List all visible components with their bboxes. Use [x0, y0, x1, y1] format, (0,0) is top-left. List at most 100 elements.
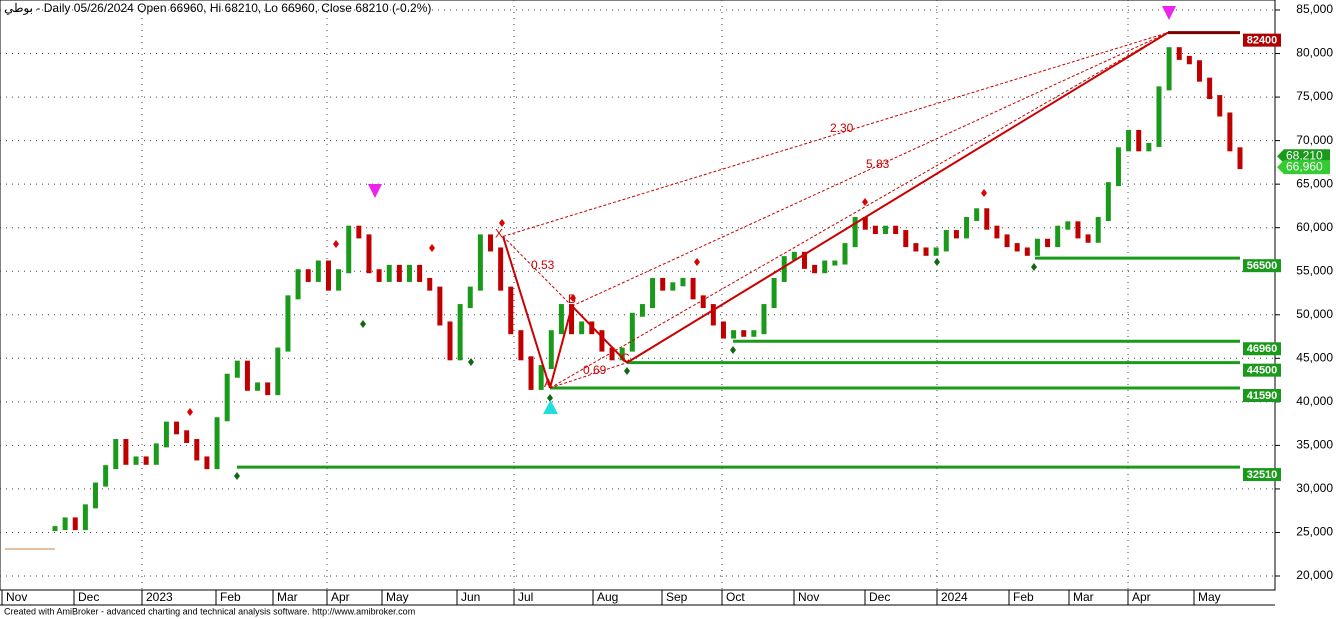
candle [569, 304, 575, 335]
candle [650, 277, 656, 309]
peak-marker [981, 189, 987, 197]
candle [52, 526, 58, 532]
candle [1095, 216, 1101, 243]
candle [639, 304, 645, 317]
candle [761, 304, 767, 335]
candle [1227, 112, 1233, 152]
x-tick-label: Nov [6, 590, 27, 604]
candle [386, 264, 392, 282]
candle [123, 439, 129, 465]
candle [457, 304, 463, 361]
candle [467, 286, 473, 309]
candle [1085, 234, 1091, 243]
candle [72, 517, 78, 531]
candle [943, 230, 949, 252]
pattern-line [549, 305, 573, 389]
pattern-label: X [495, 227, 503, 241]
candle [234, 360, 240, 378]
y-tick-label: 45,000 [1296, 350, 1333, 364]
candle [93, 482, 99, 509]
candle [842, 243, 848, 265]
trough-marker [624, 367, 630, 375]
pattern-label: C [621, 351, 630, 365]
candle [1014, 243, 1020, 252]
ratio-label: 2.30 [830, 121, 854, 135]
candle [163, 421, 169, 448]
x-tick-label: Feb [1013, 590, 1034, 604]
peak-marker [570, 294, 576, 302]
candle [417, 264, 423, 282]
candle [153, 443, 159, 465]
y-tick-label: 50,000 [1296, 307, 1333, 321]
x-tick-label: Dec [869, 590, 890, 604]
candle [1136, 129, 1142, 152]
trough-marker [468, 358, 474, 366]
candle [224, 373, 230, 422]
candle [832, 260, 838, 266]
candle [923, 247, 929, 256]
candle [883, 225, 889, 235]
candle [1004, 234, 1010, 248]
price-tag-label: 66,960 [1286, 159, 1323, 173]
candle [62, 517, 68, 531]
chart-title: بوطي - Daily 05/26/2024 Open 66960, Hi 6… [4, 1, 431, 15]
candle [994, 225, 1000, 239]
trough-marker [1031, 263, 1037, 271]
x-tick-label: Apr [331, 590, 350, 604]
candle [984, 208, 990, 230]
pattern-dashed [571, 32, 1169, 307]
candle [285, 295, 291, 352]
candle [498, 247, 504, 291]
x-tick-label: Dec [78, 590, 99, 604]
y-tick-label: 25,000 [1296, 525, 1333, 539]
y-tick-label: 80,000 [1296, 46, 1333, 60]
x-tick-label: Feb [220, 590, 241, 604]
candle [1166, 47, 1172, 91]
candle [771, 277, 777, 309]
candle [1186, 55, 1192, 65]
candle [275, 347, 281, 396]
candle [1045, 238, 1051, 248]
level-label: 56500 [1247, 260, 1278, 272]
candle [356, 225, 362, 239]
pattern-line [626, 31, 1169, 364]
sell-arrow [368, 184, 382, 198]
candle [822, 260, 828, 274]
candle [599, 330, 605, 352]
candle [1024, 247, 1030, 256]
candle [1075, 221, 1081, 239]
pattern-dashed [502, 32, 1169, 237]
candle [913, 243, 919, 252]
candle [791, 251, 797, 261]
candle [315, 260, 321, 282]
candle [1034, 238, 1040, 256]
x-tick-label: Apr [1132, 590, 1151, 604]
y-tick-label: 55,000 [1296, 263, 1333, 277]
candle [396, 264, 402, 282]
candle [477, 234, 483, 291]
y-tick-label: 75,000 [1296, 89, 1333, 103]
x-tick-label: Oct [726, 590, 745, 604]
y-tick-label: 60,000 [1296, 220, 1333, 234]
candle [346, 225, 352, 274]
buy-arrow [543, 400, 558, 414]
plot-frame [0, 0, 1276, 591]
candle [751, 330, 757, 337]
candle [893, 225, 899, 235]
peak-marker [499, 219, 505, 227]
candle [437, 286, 443, 326]
candle [133, 456, 139, 465]
ratio-label: 0.53 [531, 258, 555, 272]
x-tick-label: Sep [666, 590, 688, 604]
candle [1196, 60, 1202, 82]
candle [710, 304, 716, 326]
candle [184, 430, 190, 444]
candle [265, 382, 271, 396]
level-box [1243, 363, 1281, 377]
candle [447, 321, 453, 361]
peak-marker [429, 244, 435, 252]
x-tick-label: Nov [798, 590, 819, 604]
y-tick-label: 85,000 [1296, 2, 1333, 16]
candle [933, 247, 939, 256]
x-tick-label: Jun [461, 590, 480, 604]
